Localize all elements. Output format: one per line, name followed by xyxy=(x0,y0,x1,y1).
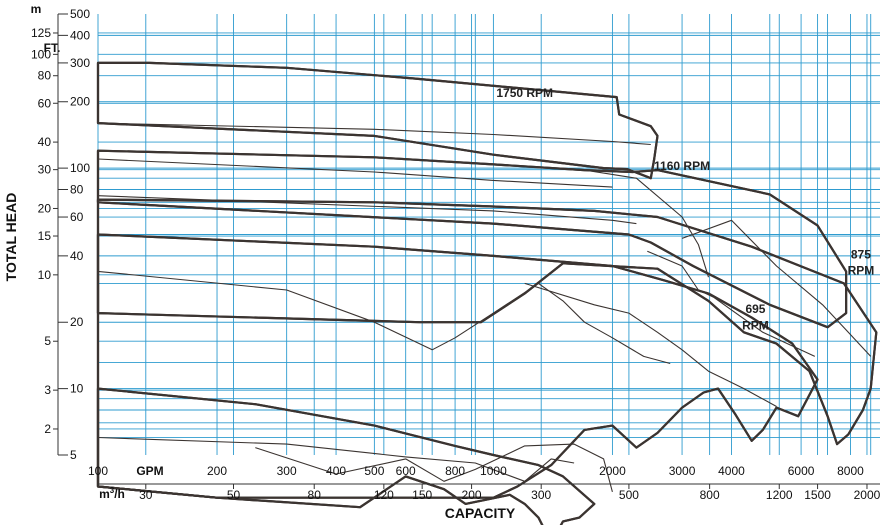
y-tick-label-feet: 300 xyxy=(70,56,90,70)
rpm-label: 875 xyxy=(851,247,871,261)
x-tick-label-m3h: 800 xyxy=(700,488,720,502)
x-tick-label-gpm: 100 xyxy=(88,464,108,478)
x-tick-label-gpm: 200 xyxy=(207,464,227,478)
rpm-label: RPM xyxy=(742,319,769,333)
y-tick-label-feet: 10 xyxy=(70,382,84,396)
x-tick-label-m3h: 120 xyxy=(374,488,394,502)
x-tick-label-gpm: 400 xyxy=(326,464,346,478)
y-tick-label-feet: 5 xyxy=(70,448,77,462)
rpm-regions: 1750 RPM 1160 RPM 875 RPM 695 RPM xyxy=(98,63,876,525)
x-tick-label-gpm: 600 xyxy=(396,464,416,478)
x-tick-label-gpm: 4000 xyxy=(718,464,745,478)
x-tick-label-gpm: 3000 xyxy=(669,464,696,478)
gridlines xyxy=(98,14,880,455)
outline-lower-range xyxy=(98,389,594,525)
y-tick-label-meters: 10 xyxy=(38,268,52,282)
x-unit-gpm: GPM xyxy=(136,464,163,478)
y-tick-label-meters: 3 xyxy=(44,383,51,397)
x-tick-label-m3h: 30 xyxy=(139,488,153,502)
y-tick-label-feet: 500 xyxy=(70,7,90,21)
rpm-label: 695 xyxy=(745,302,765,316)
y-tick-label-feet: 80 xyxy=(70,182,84,196)
y-tick-label-meters: 40 xyxy=(38,135,52,149)
x-tick-label-gpm: 800 xyxy=(445,464,465,478)
x-tick-label-m3h: 1200 xyxy=(766,488,793,502)
x-tick-label-gpm: 500 xyxy=(364,464,384,478)
x-unit-m3h: m3/h xyxy=(99,486,125,501)
x-tick-label-gpm: 1000 xyxy=(480,464,507,478)
outline-1750-rpm xyxy=(98,63,658,178)
x-axis-title: CAPACITY xyxy=(445,505,516,521)
x-tick-label-gpm: 2000 xyxy=(599,464,626,478)
x-tick-label-gpm: 8000 xyxy=(837,464,864,478)
y-tick-label-feet: 20 xyxy=(70,315,84,329)
y-tick-label-meters: 15 xyxy=(38,229,52,243)
y-unit-meters: m xyxy=(31,2,42,16)
region-lower-range xyxy=(98,389,594,525)
x-tick-label-m3h: 150 xyxy=(412,488,432,502)
x-tick-label-m3h: 200 xyxy=(462,488,482,502)
y-tick-label-meters: 5 xyxy=(44,334,51,348)
y-tick-label-meters: 60 xyxy=(38,96,52,110)
rpm-label: RPM xyxy=(848,263,875,277)
y-tick-label-meters: 80 xyxy=(38,69,52,83)
impeller-curve-875-rpm xyxy=(682,220,871,356)
x-tick-label-m3h: 500 xyxy=(619,488,639,502)
impeller-curve-1750-rpm xyxy=(98,159,612,187)
region-1750-rpm xyxy=(98,63,658,178)
y-tick-label-meters: 100 xyxy=(31,47,51,61)
impeller-curve-695-rpm xyxy=(525,283,777,406)
rpm-label: 1750 RPM xyxy=(496,86,553,100)
y-tick-label-meters: 20 xyxy=(38,201,52,215)
rpm-label: 1160 RPM xyxy=(654,159,710,173)
y-tick-label-feet: 100 xyxy=(70,161,90,175)
x-tick-label-m3h: 1500 xyxy=(804,488,831,502)
x-tick-label-m3h: 50 xyxy=(227,488,241,502)
x-tick-label-gpm: 6000 xyxy=(788,464,815,478)
y-axis-title: TOTAL HEAD xyxy=(3,193,19,282)
y-tick-label-feet: 60 xyxy=(70,210,84,224)
y-tick-label-feet: 400 xyxy=(70,28,90,42)
y-tick-label-meters: 2 xyxy=(44,422,51,436)
x-tick-label-gpm: 300 xyxy=(277,464,297,478)
x-tick-label-m3h: 2000 xyxy=(854,488,881,502)
x-tick-label-m3h: 300 xyxy=(531,488,551,502)
y-tick-label-meters: 125 xyxy=(31,26,51,40)
y-tick-label-meters: 30 xyxy=(38,163,52,177)
x-tick-label-m3h: 80 xyxy=(308,488,322,502)
y-tick-label-feet: 40 xyxy=(70,249,84,263)
y-tick-label-feet: 200 xyxy=(70,95,90,109)
